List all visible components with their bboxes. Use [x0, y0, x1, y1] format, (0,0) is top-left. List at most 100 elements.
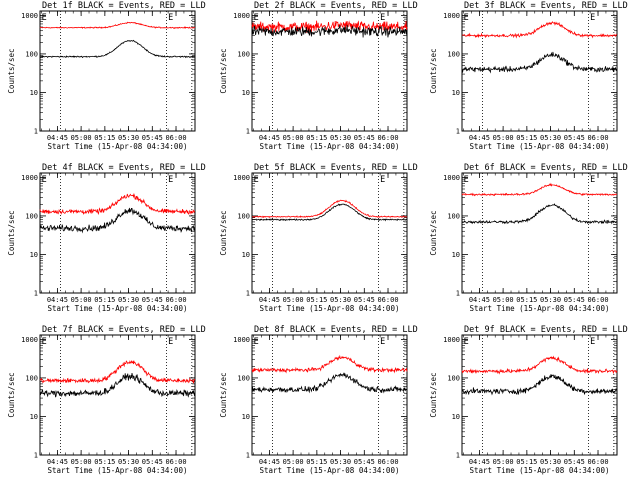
y-tick-label: 10	[452, 89, 460, 97]
y-tick-label: 10	[242, 251, 250, 259]
y-tick-label: 1	[34, 452, 38, 460]
y-tick-label: 10	[30, 251, 38, 259]
events-series-line	[251, 24, 408, 38]
y-tick-label: 1	[246, 290, 250, 298]
lld-series-line	[461, 182, 618, 197]
x-tick-label: 04:45	[259, 458, 280, 466]
y-axis-label: Counts/sec	[429, 48, 438, 93]
y-tick-label: 100	[447, 374, 460, 382]
panel-3: Det 3f BLACK = Events, RED = LLD 1 10 100 10…	[429, 1, 628, 151]
panel-title: Det 4f BLACK = Events, RED = LLD	[42, 163, 206, 173]
x-tick-label: 05:00	[493, 296, 514, 304]
x-tick-label: 05:30	[540, 296, 561, 304]
panel-title: Det 7f BLACK = Events, RED = LLD	[42, 325, 206, 335]
panel-title: Det 2f BLACK = Events, RED = LLD	[254, 1, 418, 11]
x-tick-label: 04:45	[47, 296, 68, 304]
y-tick-label: 1	[246, 452, 250, 460]
x-tick-label: 05:15	[94, 458, 115, 466]
y-tick-label: 1	[34, 290, 38, 298]
panel-1: Det 1f BLACK = Events, RED = LLD 1 10 100 10…	[7, 1, 206, 151]
x-tick-label: 05:00	[71, 458, 92, 466]
lld-series-line	[461, 21, 618, 39]
y-tick-label: 1000	[443, 336, 460, 344]
y-tick-label: 1000	[233, 12, 250, 20]
x-tick-label: 06:00	[165, 134, 186, 142]
lld-series-line	[251, 354, 408, 374]
eclipse-marker: E	[590, 175, 595, 185]
x-tick-label: 06:00	[165, 296, 186, 304]
x-tick-label: 05:00	[71, 134, 92, 142]
lld-series-line	[39, 21, 196, 29]
y-tick-label: 1	[246, 128, 250, 136]
lld-series-line	[39, 192, 196, 216]
x-tick-label: 06:00	[587, 134, 608, 142]
y-tick-label: 1000	[21, 12, 38, 20]
x-tick-label: 05:00	[283, 134, 304, 142]
plot-frame	[39, 172, 196, 294]
y-tick-label: 10	[452, 251, 460, 259]
panel-title: Det 5f BLACK = Events, RED = LLD	[254, 163, 418, 173]
y-tick-label: 1000	[233, 174, 250, 182]
x-tick-label: 05:15	[516, 134, 537, 142]
x-tick-label: 05:15	[306, 458, 327, 466]
eclipse-marker: E	[254, 337, 259, 347]
x-tick-label: 05:30	[540, 458, 561, 466]
plot-frame	[461, 10, 618, 132]
x-tick-label: 05:30	[118, 296, 139, 304]
x-tick-label: 06:00	[587, 296, 608, 304]
y-axis-label: Counts/sec	[219, 210, 228, 255]
x-axis-label: Start Time (15-Apr-08 04:34:00)	[260, 142, 400, 151]
y-tick-label: 10	[30, 89, 38, 97]
y-axis-label: Counts/sec	[7, 372, 16, 417]
eclipse-marker: E	[380, 337, 385, 347]
x-tick-label: 05:45	[354, 458, 375, 466]
events-series-line	[39, 207, 196, 234]
x-tick-label: 05:45	[564, 134, 585, 142]
y-tick-label: 1000	[443, 12, 460, 20]
plot-frame	[461, 334, 618, 456]
y-tick-label: 1000	[21, 336, 38, 344]
y-tick-label: 1000	[233, 336, 250, 344]
x-tick-label: 04:45	[259, 134, 280, 142]
x-tick-label: 05:45	[564, 296, 585, 304]
x-tick-label: 05:00	[283, 458, 304, 466]
eclipse-marker: E	[168, 175, 173, 185]
y-tick-label: 100	[447, 212, 460, 220]
x-axis-label: Start Time (15-Apr-08 04:34:00)	[470, 142, 610, 151]
x-tick-label: 05:15	[306, 134, 327, 142]
eclipse-marker: E	[168, 13, 173, 23]
panel-title: Det 3f BLACK = Events, RED = LLD	[464, 1, 628, 11]
x-tick-label: 05:15	[516, 296, 537, 304]
plot-frame	[39, 10, 196, 132]
x-tick-label: 05:45	[564, 458, 585, 466]
x-tick-label: 06:00	[377, 296, 398, 304]
panel-8: Det 8f BLACK = Events, RED = LLD 1 10 100 10…	[219, 325, 418, 475]
plot-frame	[251, 334, 408, 456]
events-series-line	[39, 39, 196, 59]
lld-series-line	[461, 355, 618, 375]
panel-9: Det 9f BLACK = Events, RED = LLD 1 10 100 10…	[429, 325, 628, 475]
x-tick-label: 04:45	[259, 296, 280, 304]
eclipse-marker: E	[590, 13, 595, 23]
y-axis-label: Counts/sec	[429, 372, 438, 417]
y-axis-label: Counts/sec	[219, 48, 228, 93]
panel-4: Det 4f BLACK = Events, RED = LLD 1 10 100 10…	[7, 163, 206, 313]
y-tick-label: 10	[242, 413, 250, 421]
x-tick-label: 05:15	[516, 458, 537, 466]
x-axis-label: Start Time (15-Apr-08 04:34:00)	[48, 142, 188, 151]
lld-series-line	[252, 199, 408, 219]
plot-frame	[39, 334, 196, 456]
panel-7: Det 7f BLACK = Events, RED = LLD 1 10 100 10…	[7, 325, 206, 475]
x-tick-label: 05:45	[354, 296, 375, 304]
x-tick-label: 04:45	[469, 296, 490, 304]
x-tick-label: 06:00	[377, 134, 398, 142]
x-tick-label: 06:00	[587, 458, 608, 466]
y-tick-label: 100	[237, 50, 250, 58]
y-tick-label: 1000	[443, 174, 460, 182]
eclipse-marker: E	[42, 13, 47, 23]
events-series-line	[461, 203, 618, 225]
eclipse-marker: E	[590, 337, 595, 347]
eclipse-marker: E	[464, 13, 469, 23]
x-tick-label: 04:45	[469, 134, 490, 142]
